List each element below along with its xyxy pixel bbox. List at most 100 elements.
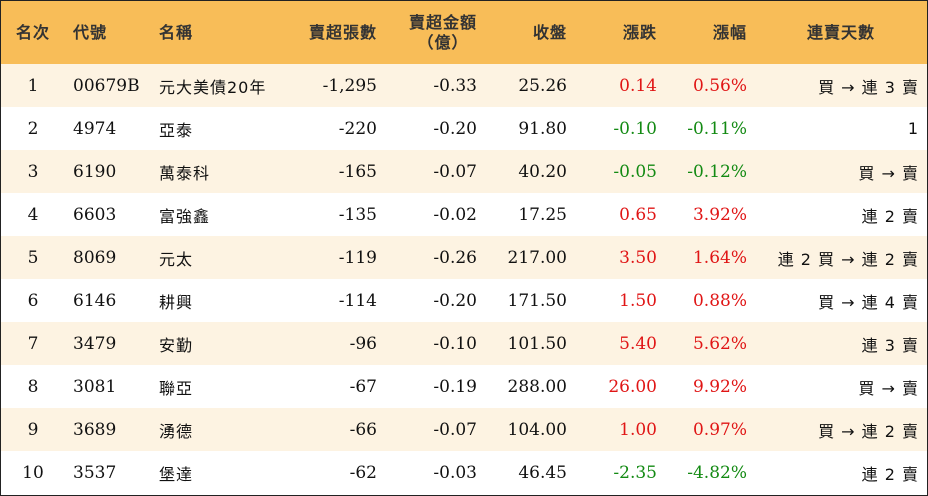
cell-pct: -0.12% (687, 161, 747, 182)
cell-amount: -0.02 (433, 204, 477, 225)
cell-change: -0.10 (613, 118, 657, 139)
cell-change: 0.14 (619, 75, 657, 96)
cell-lots: -66 (349, 419, 377, 440)
cell-close: 25.26 (518, 75, 567, 96)
cell-name: 堡達 (159, 464, 194, 484)
header-rank: 名次 (15, 22, 50, 42)
cell-close: 17.25 (518, 204, 567, 225)
table-row: 8 3081 聯亞 -67 -0.19 288.00 26.00 9.92% 買… (1, 365, 927, 408)
cell-rank: 9 (27, 419, 39, 440)
cell-streak: 連 2 賣 (861, 206, 919, 226)
header-change: 漲跌 (622, 22, 657, 42)
cell-streak: 連 2 買 → 連 2 賣 (777, 249, 919, 269)
cell-close: 91.80 (518, 118, 567, 139)
cell-close: 104.00 (507, 419, 567, 440)
cell-rank: 3 (27, 161, 39, 182)
cell-name: 耕興 (159, 292, 194, 312)
cell-code: 6190 (73, 161, 117, 182)
cell-code: 3537 (73, 462, 117, 483)
cell-amount: -0.33 (433, 75, 477, 96)
cell-name: 聯亞 (159, 378, 194, 398)
cell-rank: 2 (27, 118, 39, 139)
cell-code: 6146 (73, 290, 117, 311)
cell-amount: -0.07 (433, 161, 477, 182)
cell-lots: -220 (338, 118, 377, 139)
cell-change: 1.50 (619, 290, 657, 311)
table-row: 6 6146 耕興 -114 -0.20 171.50 1.50 0.88% 買… (1, 279, 927, 322)
table-header-row: 名次 代號 名稱 賣超張數 賣超金額 （億） 收盤 漲跌 漲幅 連賣天數 (1, 1, 927, 64)
cell-pct: 9.92% (692, 376, 747, 397)
header-pct: 漲幅 (712, 22, 747, 42)
cell-close: 40.20 (518, 161, 567, 182)
cell-streak: 連 2 賣 (861, 464, 919, 484)
cell-close: 288.00 (507, 376, 567, 397)
header-code: 代號 (73, 22, 108, 42)
cell-name: 元太 (159, 249, 194, 269)
cell-streak: 買 → 連 4 賣 (818, 292, 919, 312)
cell-name: 湧德 (159, 421, 194, 441)
cell-rank: 7 (27, 333, 39, 354)
cell-lots: -119 (338, 247, 377, 268)
cell-close: 46.45 (518, 462, 567, 483)
table-row: 9 3689 湧德 -66 -0.07 104.00 1.00 0.97% 買 … (1, 408, 927, 451)
table-row: 4 6603 富強鑫 -135 -0.02 17.25 0.65 3.92% 連… (1, 193, 927, 236)
table-row: 10 3537 堡達 -62 -0.03 46.45 -2.35 -4.82% … (1, 451, 927, 494)
cell-change: -0.05 (613, 161, 657, 182)
cell-amount: -0.07 (433, 419, 477, 440)
cell-amount: -0.20 (433, 118, 477, 139)
cell-pct: 5.62% (692, 333, 747, 354)
cell-rank: 6 (27, 290, 39, 311)
cell-pct: 1.64% (692, 247, 747, 268)
cell-amount: -0.20 (433, 290, 477, 311)
cell-change: 3.50 (619, 247, 657, 268)
cell-change: 1.00 (619, 419, 657, 440)
header-net-sell-lots: 賣超張數 (308, 22, 377, 42)
cell-pct: 0.88% (692, 290, 747, 311)
cell-code: 6603 (73, 204, 117, 225)
cell-close: 171.50 (507, 290, 567, 311)
cell-amount: -0.10 (433, 333, 477, 354)
cell-rank: 5 (27, 247, 39, 268)
cell-lots: -62 (349, 462, 377, 483)
cell-lots: -67 (349, 376, 377, 397)
cell-code: 3081 (73, 376, 117, 397)
cell-name: 富強鑫 (159, 206, 211, 226)
header-net-sell-amount: 賣超金額 （億） (385, 1, 485, 64)
cell-name: 元大美債20年 (159, 77, 267, 97)
cell-code: 3689 (73, 419, 117, 440)
table-row: 5 8069 元太 -119 -0.26 217.00 3.50 1.64% 連… (1, 236, 927, 279)
header-net-sell-amount-line2: （億） (417, 32, 469, 52)
cell-rank: 1 (27, 75, 39, 96)
cell-code: 00679B (73, 75, 140, 96)
cell-code: 8069 (73, 247, 117, 268)
table-row: 7 3479 安勤 -96 -0.10 101.50 5.40 5.62% 連 … (1, 322, 927, 365)
cell-lots: -135 (338, 204, 377, 225)
cell-amount: -0.26 (433, 247, 477, 268)
cell-amount: -0.19 (433, 376, 477, 397)
cell-lots: -1,295 (322, 75, 377, 96)
cell-streak: 買 → 賣 (858, 378, 919, 398)
cell-close: 101.50 (507, 333, 567, 354)
cell-pct: 0.97% (692, 419, 747, 440)
cell-amount: -0.03 (433, 462, 477, 483)
cell-rank: 8 (27, 376, 39, 397)
header-close: 收盤 (532, 22, 567, 42)
cell-change: -2.35 (613, 462, 657, 483)
cell-change: 26.00 (608, 376, 657, 397)
header-net-sell-amount-line1: 賣超金額 (408, 12, 477, 32)
cell-name: 萬泰科 (159, 163, 211, 183)
cell-name: 安勤 (159, 335, 194, 355)
table-row: 3 6190 萬泰科 -165 -0.07 40.20 -0.05 -0.12%… (1, 150, 927, 193)
cell-lots: -96 (349, 333, 377, 354)
cell-streak: 買 → 賣 (858, 163, 919, 183)
cell-streak: 連 3 賣 (861, 335, 919, 355)
cell-change: 0.65 (619, 204, 657, 225)
table-row: 2 4974 亞泰 -220 -0.20 91.80 -0.10 -0.11% … (1, 107, 927, 150)
cell-pct: 0.56% (692, 75, 747, 96)
cell-lots: -165 (338, 161, 377, 182)
header-name: 名稱 (159, 22, 194, 42)
header-streak: 連賣天數 (806, 22, 875, 42)
cell-pct: 3.92% (692, 204, 747, 225)
